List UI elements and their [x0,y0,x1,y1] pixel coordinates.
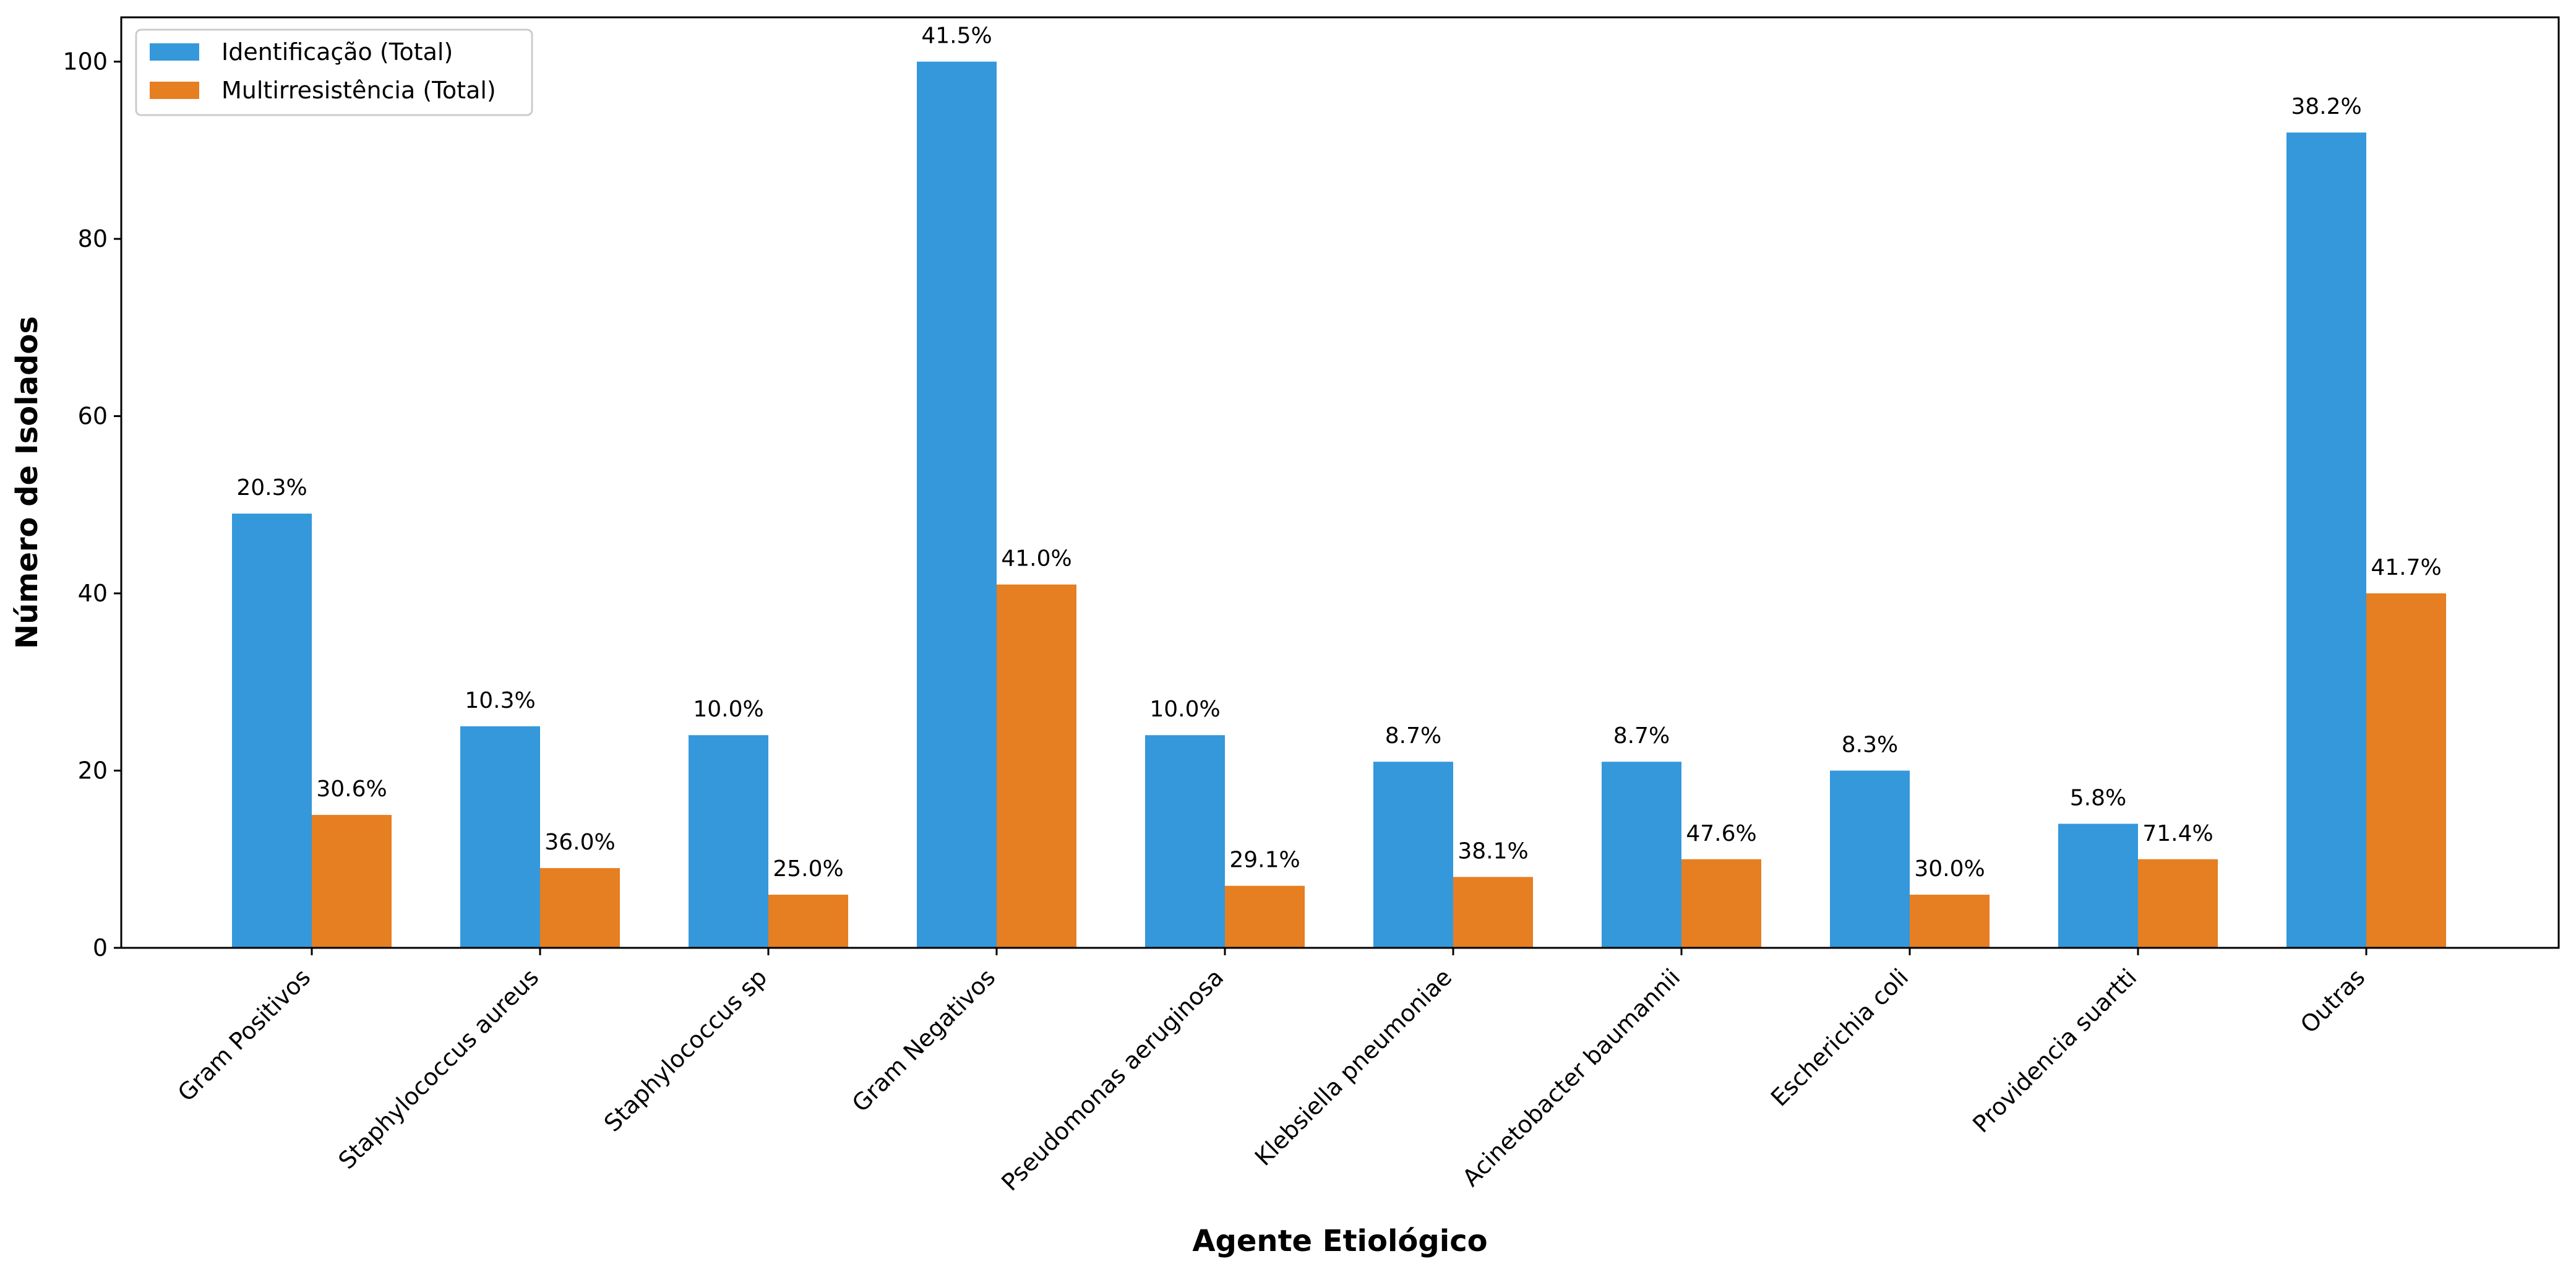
legend-box [135,28,533,116]
axes-frame [120,16,2560,949]
bar-value-label: 10.0% [1149,697,1220,722]
bar [689,735,768,948]
bar-value-label: 30.0% [1914,856,1985,882]
bar [460,726,540,948]
y-tick-label: 60 [78,403,108,430]
bar [2286,132,2366,948]
bar [1602,762,1681,948]
bar [232,514,312,948]
bar-value-label: 5.8% [2070,785,2126,810]
bar [1453,877,1533,948]
bar-value-label: 29.1% [1229,848,1300,873]
y-tick-label: 0 [93,934,108,961]
y-axis: 0 20 40 60 80 100 [62,48,121,961]
bar-value-label: 47.6% [1686,821,1756,846]
legend-label: Multirresistência (Total) [221,77,496,104]
bar-value-label: 25.0% [773,856,843,882]
bar [768,895,848,948]
bar-value-label: 20.3% [236,475,307,501]
bar [1145,735,1225,948]
bar [2058,823,2138,948]
bar-value-label: 38.2% [2291,94,2361,119]
bar-value-label: 8.7% [1613,723,1670,749]
bar [2366,593,2446,948]
y-tick-label: 40 [78,580,108,607]
bar [540,868,620,948]
legend-swatch [150,82,199,99]
legend: Identificação (Total) Multirresistência (… [135,28,533,116]
bar-value-label: 10.0% [693,697,763,722]
bar-value-label: 30.6% [316,776,387,802]
bar-value-label: 8.7% [1385,723,1441,749]
bar-value-label: 36.0% [544,830,615,855]
bar-value-label: 41.5% [921,24,992,49]
bar-value-label: 71.4% [2142,821,2213,846]
bar [1910,895,1990,948]
bar-value-label: 38.1% [1458,838,1528,864]
bar [312,815,392,948]
legend-label: Identificação (Total) [221,38,453,66]
y-tick-label: 80 [78,225,108,252]
x-axis-title: Agente Etiológico [1192,1224,1487,1258]
plot-area: 20.3% 30.6% 10.3% 36.0% 10.0% 25.0% 41.5% 41.0%… [232,24,2446,948]
bar [2138,859,2218,948]
y-axis-title: Número de Isolados [10,316,45,649]
bar [1830,770,1910,948]
bar-value-label: 41.0% [1001,546,1071,572]
bar [1681,859,1761,948]
y-tick-label: 100 [62,48,108,75]
bar-value-label: 41.7% [2371,555,2441,580]
bar [1373,762,1453,948]
bar-value-label: 10.3% [465,688,535,713]
bar [997,584,1076,948]
legend-swatch [150,43,199,61]
bar [917,61,997,948]
y-tick-label: 20 [78,757,108,785]
bar [1225,885,1305,948]
bar-value-label: 8.3% [1842,733,1898,758]
